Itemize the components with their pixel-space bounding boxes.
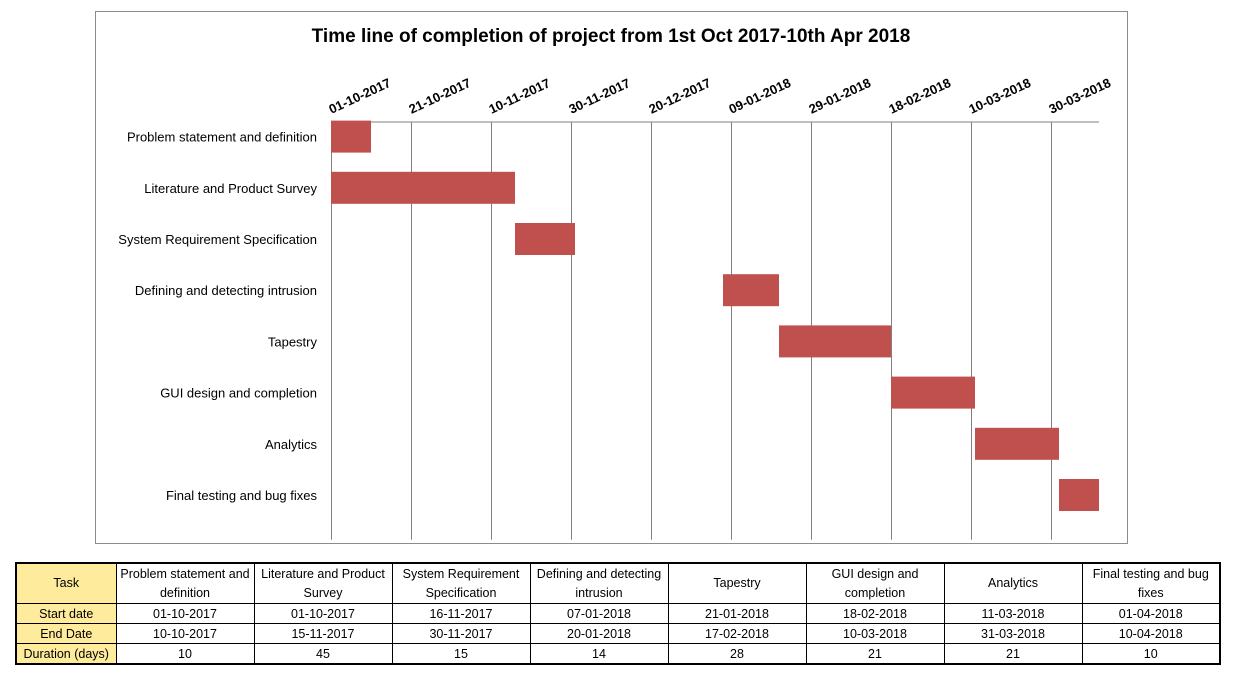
- task-label: Tapestry: [268, 334, 318, 349]
- task-label: System Requirement Specification: [118, 232, 317, 247]
- x-tick-label: 29-01-2018: [806, 75, 873, 117]
- x-tick-label: 09-01-2018: [726, 75, 793, 117]
- table-cell: 14: [529, 643, 669, 665]
- row-label-end: End Date: [15, 623, 117, 644]
- table-cell: 15-11-2017: [253, 623, 393, 644]
- gantt-bar: [331, 120, 371, 153]
- table-cell: 10-03-2018: [805, 623, 945, 644]
- x-tick-label: 30-03-2018: [1046, 75, 1113, 117]
- table-cell: 10-10-2017: [115, 623, 255, 644]
- table-cell: Final testing and bug fixes: [1081, 562, 1221, 604]
- table-cell: 10-04-2018: [1081, 623, 1221, 644]
- gantt-plot: Time line of completion of project from …: [118, 26, 1113, 540]
- table-cell: Problem statement and definition: [115, 562, 255, 604]
- x-tick-label: 10-11-2017: [486, 75, 552, 116]
- table-cell: 18-02-2018: [805, 603, 945, 624]
- task-label: Literature and Product Survey: [144, 181, 317, 196]
- task-table: Task Problem statement and definition Li…: [15, 562, 1221, 665]
- table-cell: 01-10-2017: [115, 603, 255, 624]
- task-label: Final testing and bug fixes: [166, 488, 318, 503]
- table-cell: 10: [115, 643, 255, 665]
- task-label: Analytics: [265, 437, 318, 452]
- table-cell: 15: [391, 643, 531, 665]
- x-tick-label: 30-11-2017: [566, 75, 632, 116]
- table-cell: System Requirement Specification: [391, 562, 531, 604]
- gantt-bar: [331, 171, 515, 204]
- table-row: Start date 01-10-2017 01-10-2017 16-11-2…: [15, 603, 1221, 624]
- gantt-bar: [975, 427, 1059, 460]
- table-cell: Analytics: [943, 562, 1083, 604]
- table-cell: 16-11-2017: [391, 603, 531, 624]
- row-label-start: Start date: [15, 603, 117, 624]
- table-cell: 07-01-2018: [529, 603, 669, 624]
- table-row: Duration (days) 10 45 15 14 28 21 21 10: [15, 643, 1221, 665]
- x-tick-label: 20-12-2017: [646, 75, 713, 117]
- row-label-duration: Duration (days): [15, 643, 117, 665]
- gantt-bar: [779, 325, 891, 358]
- table-cell: Tapestry: [667, 562, 807, 604]
- table-cell: 17-02-2018: [667, 623, 807, 644]
- table-cell: 30-11-2017: [391, 623, 531, 644]
- x-tick-label: 01-10-2017: [326, 75, 393, 117]
- gantt-chart: Time line of completion of project from …: [95, 11, 1128, 544]
- table-cell: 21-01-2018: [667, 603, 807, 624]
- table-row: End Date 10-10-2017 15-11-2017 30-11-201…: [15, 623, 1221, 644]
- task-label: Defining and detecting intrusion: [135, 283, 317, 298]
- table-cell: 01-04-2018: [1081, 603, 1221, 624]
- row-label-task: Task: [15, 562, 117, 604]
- gantt-bar: [515, 223, 575, 255]
- x-tick-label: 10-03-2018: [966, 75, 1033, 117]
- gantt-bar: [1059, 479, 1099, 511]
- table-row: Task Problem statement and definition Li…: [15, 562, 1221, 604]
- table-cell: 21: [943, 643, 1083, 665]
- gantt-bar: [891, 376, 975, 409]
- chart-title: Time line of completion of project from …: [312, 26, 911, 47]
- gantt-bar: [723, 274, 779, 307]
- task-label: Problem statement and definition: [127, 130, 317, 145]
- table-cell: 21: [805, 643, 945, 665]
- task-label: GUI design and completion: [160, 386, 317, 401]
- table-cell: 20-01-2018: [529, 623, 669, 644]
- x-tick-label: 21-10-2017: [406, 75, 473, 117]
- table-cell: 10: [1081, 643, 1221, 665]
- table-cell: GUI design and completion: [805, 562, 945, 604]
- table-cell: Defining and detecting intrusion: [529, 562, 669, 604]
- table-cell: 28: [667, 643, 807, 665]
- table-cell: 11-03-2018: [943, 603, 1083, 624]
- x-tick-label: 18-02-2018: [886, 75, 953, 117]
- table-cell: Literature and Product Survey: [253, 562, 393, 604]
- table-cell: 31-03-2018: [943, 623, 1083, 644]
- table-cell: 01-10-2017: [253, 603, 393, 624]
- table-cell: 45: [253, 643, 393, 665]
